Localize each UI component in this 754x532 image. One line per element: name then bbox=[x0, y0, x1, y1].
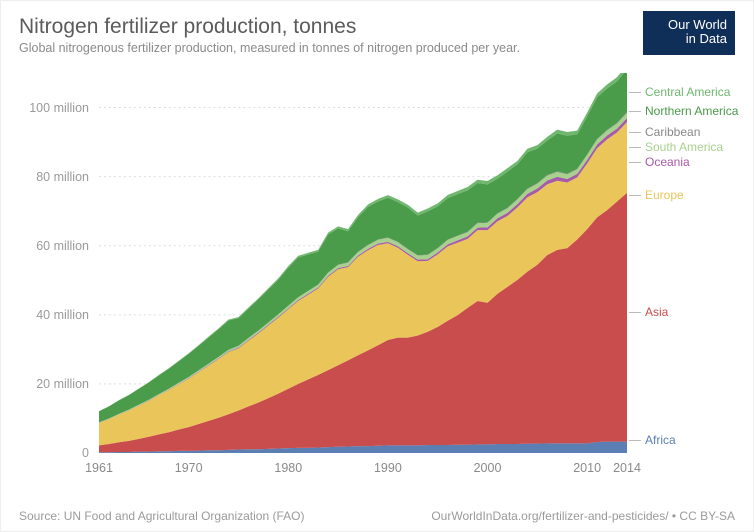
x-axis: 1961197019801990200020102014 bbox=[99, 457, 627, 483]
source-text: Source: UN Food and Agricultural Organiz… bbox=[19, 509, 304, 523]
series-label: Asia bbox=[629, 305, 668, 319]
series-label: Europe bbox=[629, 188, 684, 202]
logo-line1: Our World bbox=[668, 17, 727, 32]
y-tick: 40 million bbox=[19, 308, 89, 322]
series-labels: Central America Northern America Caribbean… bbox=[629, 73, 735, 453]
x-tick: 1961 bbox=[85, 461, 113, 475]
x-tick: 1990 bbox=[374, 461, 402, 475]
x-tick: 1970 bbox=[175, 461, 203, 475]
plot-svg bbox=[99, 73, 627, 453]
series-label: Africa bbox=[629, 433, 676, 447]
y-tick: 100 million bbox=[19, 101, 89, 115]
y-tick: 0 bbox=[19, 446, 89, 460]
x-tick: 2010 bbox=[573, 461, 601, 475]
owid-logo: Our World in Data bbox=[643, 11, 735, 55]
series-label: Caribbean bbox=[629, 125, 700, 139]
chart-title: Nitrogen fertilizer production, tonnes bbox=[19, 15, 735, 39]
attribution-text: OurWorldInData.org/fertilizer-and-pestic… bbox=[431, 509, 735, 523]
y-tick: 60 million bbox=[19, 239, 89, 253]
y-tick: 80 million bbox=[19, 170, 89, 184]
series-label: South America bbox=[629, 140, 723, 154]
series-label: Oceania bbox=[629, 155, 690, 169]
chart-area: 0 20 million 40 million 60 million 80 millio… bbox=[19, 73, 735, 483]
y-tick: 20 million bbox=[19, 377, 89, 391]
plot-area bbox=[99, 73, 627, 453]
x-tick: 1980 bbox=[274, 461, 302, 475]
x-tick: 2014 bbox=[613, 461, 641, 475]
header: Nitrogen fertilizer production, tonnes G… bbox=[19, 15, 735, 55]
chart-subtitle: Global nitrogenous fertilizer production… bbox=[19, 41, 735, 55]
y-axis: 020 million40 million60 million80 millio… bbox=[19, 73, 93, 453]
series-label: Central America bbox=[629, 85, 730, 99]
chart-container: Nitrogen fertilizer production, tonnes G… bbox=[0, 0, 754, 532]
footer: Source: UN Food and Agricultural Organiz… bbox=[19, 509, 735, 523]
logo-line2: in Data bbox=[686, 31, 727, 46]
x-tick: 2000 bbox=[474, 461, 502, 475]
series-label: Northern America bbox=[629, 104, 738, 118]
